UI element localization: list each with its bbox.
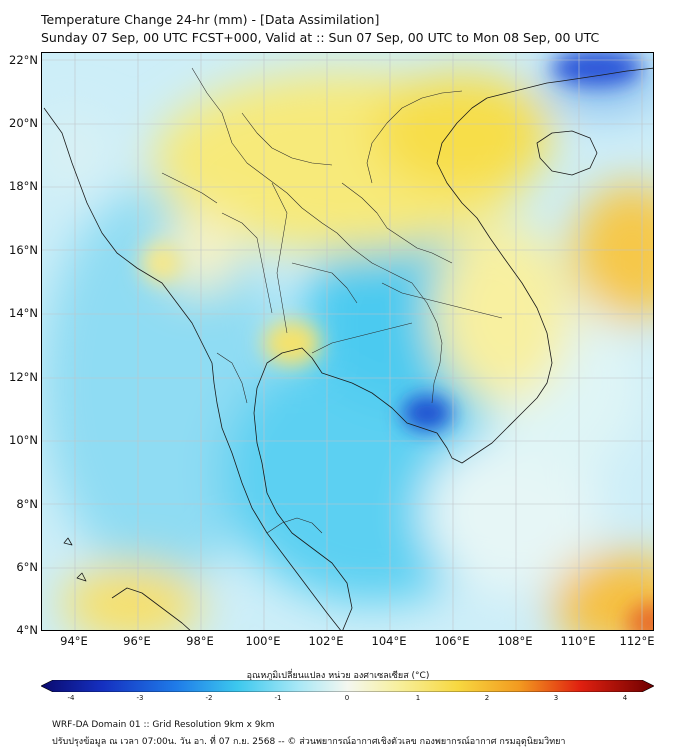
lon-label-110: 110°E xyxy=(560,634,596,648)
lat-label-8: 8°N xyxy=(16,497,38,511)
coastlines xyxy=(43,67,653,630)
lon-label-102: 102°E xyxy=(308,634,344,648)
lon-label-108: 108°E xyxy=(497,634,533,648)
footer-credit: ปรับปรุงข้อมูล ณ เวลา 07:00น. วัน อา. ที… xyxy=(52,737,566,747)
lon-label-100: 100°E xyxy=(245,634,281,648)
colorbar-tick-minus1: -1 xyxy=(274,694,282,702)
lon-label-98: 98°E xyxy=(186,634,214,648)
lat-label-14: 14°N xyxy=(9,306,38,320)
lat-label-6: 6°N xyxy=(16,560,38,574)
lat-label-20: 20°N xyxy=(9,116,38,130)
lon-label-94: 94°E xyxy=(60,634,88,648)
lat-label-18: 18°N xyxy=(9,179,38,193)
map-subtitle: Sunday 07 Sep, 00 UTC FCST+000, Valid at… xyxy=(41,30,600,45)
temperature-map xyxy=(42,53,653,630)
lat-label-22: 22°N xyxy=(9,53,38,67)
lat-label-10: 10°N xyxy=(9,433,38,447)
country-borders xyxy=(161,67,503,534)
colorbar-tick-minus3: -3 xyxy=(136,694,144,702)
colorbar xyxy=(41,680,654,692)
lon-label-112: 112°E xyxy=(619,634,655,648)
footer-domain-info: WRF-DA Domain 01 :: Grid Resolution 9km … xyxy=(52,720,275,730)
lat-label-16: 16°N xyxy=(9,243,38,257)
lat-label-12: 12°N xyxy=(9,370,38,384)
lon-label-106: 106°E xyxy=(434,634,470,648)
colorbar-tick-minus2: -2 xyxy=(205,694,213,702)
colorbar-label: อุณหภูมิเปลี่ยนแปลง หน่วย องศาเซลเซียส (… xyxy=(246,671,430,681)
map-title: Temperature Change 24-hr (mm) - [Data As… xyxy=(41,12,380,27)
graticule xyxy=(42,53,653,630)
colorbar-tick-minus4: -4 xyxy=(67,694,75,702)
temperature-field-detail xyxy=(142,53,653,630)
colorbar-tick-0: 0 xyxy=(344,694,350,702)
colorbar-tick-1: 1 xyxy=(415,694,421,702)
map-panel xyxy=(41,52,654,631)
colorbar-tick-3: 3 xyxy=(553,694,559,702)
colorbar-tick-4: 4 xyxy=(622,694,628,702)
lon-label-96: 96°E xyxy=(123,634,151,648)
lon-label-104: 104°E xyxy=(371,634,407,648)
colorbar-tick-2: 2 xyxy=(484,694,490,702)
lat-label-4: 4°N xyxy=(16,623,38,637)
